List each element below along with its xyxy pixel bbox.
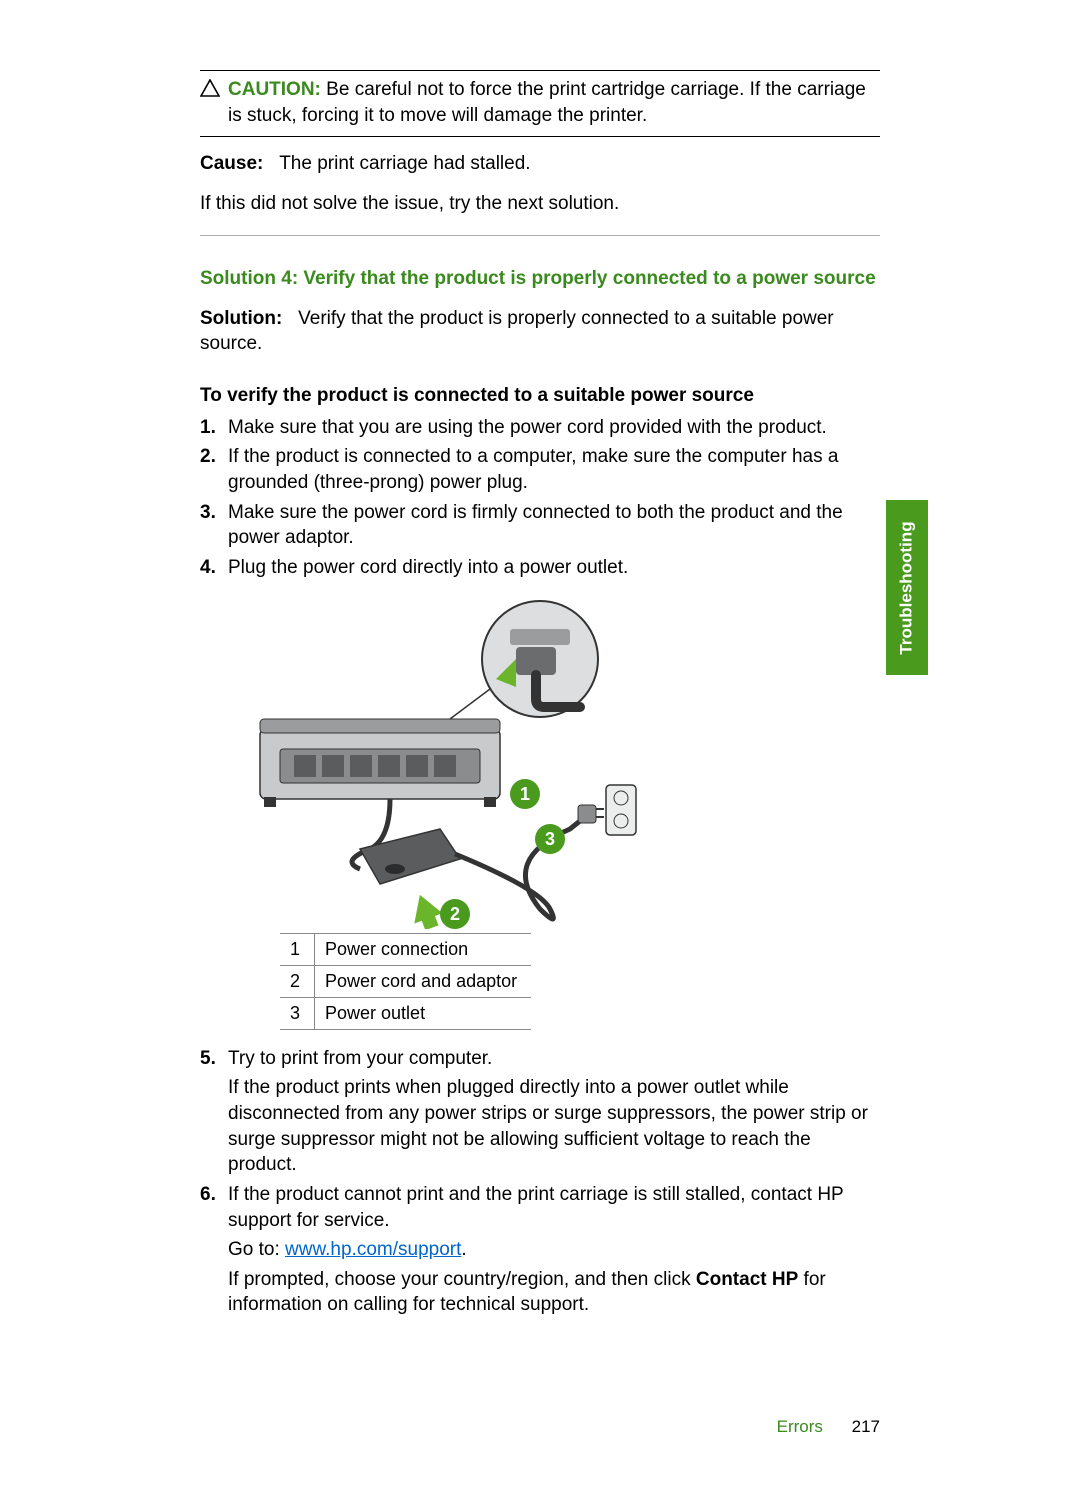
- solution-label: Solution:: [200, 308, 282, 329]
- power-connection-figure: 1 3 2: [240, 599, 660, 929]
- svg-text:2: 2: [450, 904, 460, 924]
- steps-list-2: 5. Try to print from your computer. If t…: [200, 1046, 880, 1318]
- rule-section-divider: [200, 235, 880, 236]
- caution-text: Be careful not to force the print cartri…: [228, 79, 866, 126]
- step-6: 6. If the product cannot print and the p…: [200, 1182, 880, 1318]
- followup-text: If this did not solve the issue, try the…: [200, 191, 880, 217]
- legend-num-2: 2: [280, 965, 315, 997]
- legend-text-2: Power cord and adaptor: [315, 965, 532, 997]
- goto-suffix: .: [461, 1239, 466, 1260]
- goto-prefix: Go to:: [228, 1239, 285, 1260]
- verify-subheading: To verify the product is connected to a …: [200, 385, 880, 407]
- solution4-heading: Solution 4: Verify that the product is p…: [200, 268, 880, 290]
- legend-text-1: Power connection: [315, 933, 532, 965]
- step-5a: Try to print from your computer.: [228, 1048, 492, 1069]
- step-6a: If the product cannot print and the prin…: [228, 1184, 843, 1231]
- step-1: 1.Make sure that you are using the power…: [200, 415, 880, 441]
- step-5: 5. Try to print from your computer. If t…: [200, 1046, 880, 1178]
- step-6b: If prompted, choose your country/region,…: [228, 1267, 880, 1318]
- footer-section: Errors: [777, 1417, 823, 1436]
- solution4-line: Solution: Verify that the product is pro…: [200, 306, 880, 357]
- caution-label: CAUTION:: [228, 79, 321, 100]
- contact-hp-bold: Contact HP: [696, 1269, 798, 1290]
- support-link[interactable]: www.hp.com/support: [285, 1239, 461, 1260]
- cause-line: Cause: The print carriage had stalled.: [200, 151, 880, 177]
- step-6-goto: Go to: www.hp.com/support.: [228, 1237, 880, 1263]
- svg-text:1: 1: [520, 784, 530, 804]
- step-3: 3.Make sure the power cord is firmly con…: [200, 500, 880, 551]
- legend-text-3: Power outlet: [315, 997, 532, 1029]
- legend-row-3: 3 Power outlet: [280, 997, 531, 1029]
- svg-text:3: 3: [545, 829, 555, 849]
- footer-page-number: 217: [852, 1417, 880, 1436]
- cause-text: The print carriage had stalled.: [279, 153, 530, 174]
- caution-icon: [200, 79, 220, 105]
- solution-text: Verify that the product is properly conn…: [200, 308, 834, 355]
- legend-num-3: 3: [280, 997, 315, 1029]
- manual-page: CAUTION: Be careful not to force the pri…: [0, 0, 1080, 1495]
- step-4: 4.Plug the power cord directly into a po…: [200, 555, 880, 581]
- legend-row-2: 2 Power cord and adaptor: [280, 965, 531, 997]
- section-tab-label: Troubleshooting: [897, 521, 917, 654]
- step-5b: If the product prints when plugged direc…: [228, 1075, 880, 1178]
- legend-num-1: 1: [280, 933, 315, 965]
- step-2: 2.If the product is connected to a compu…: [200, 444, 880, 495]
- caution-text-line: CAUTION: Be careful not to force the pri…: [228, 77, 880, 128]
- rule-after-caution: [200, 136, 880, 137]
- caution-block: CAUTION: Be careful not to force the pri…: [200, 71, 880, 136]
- page-footer: Errors 217: [777, 1417, 880, 1437]
- figure-block: 1 3 2 1 Power connection 2 Power cord an…: [240, 599, 880, 1030]
- steps-list-1: 1.Make sure that you are using the power…: [200, 415, 880, 581]
- section-tab-troubleshooting: Troubleshooting: [886, 500, 928, 675]
- cause-label: Cause:: [200, 153, 263, 174]
- figure-legend-table: 1 Power connection 2 Power cord and adap…: [280, 933, 531, 1030]
- legend-row-1: 1 Power connection: [280, 933, 531, 965]
